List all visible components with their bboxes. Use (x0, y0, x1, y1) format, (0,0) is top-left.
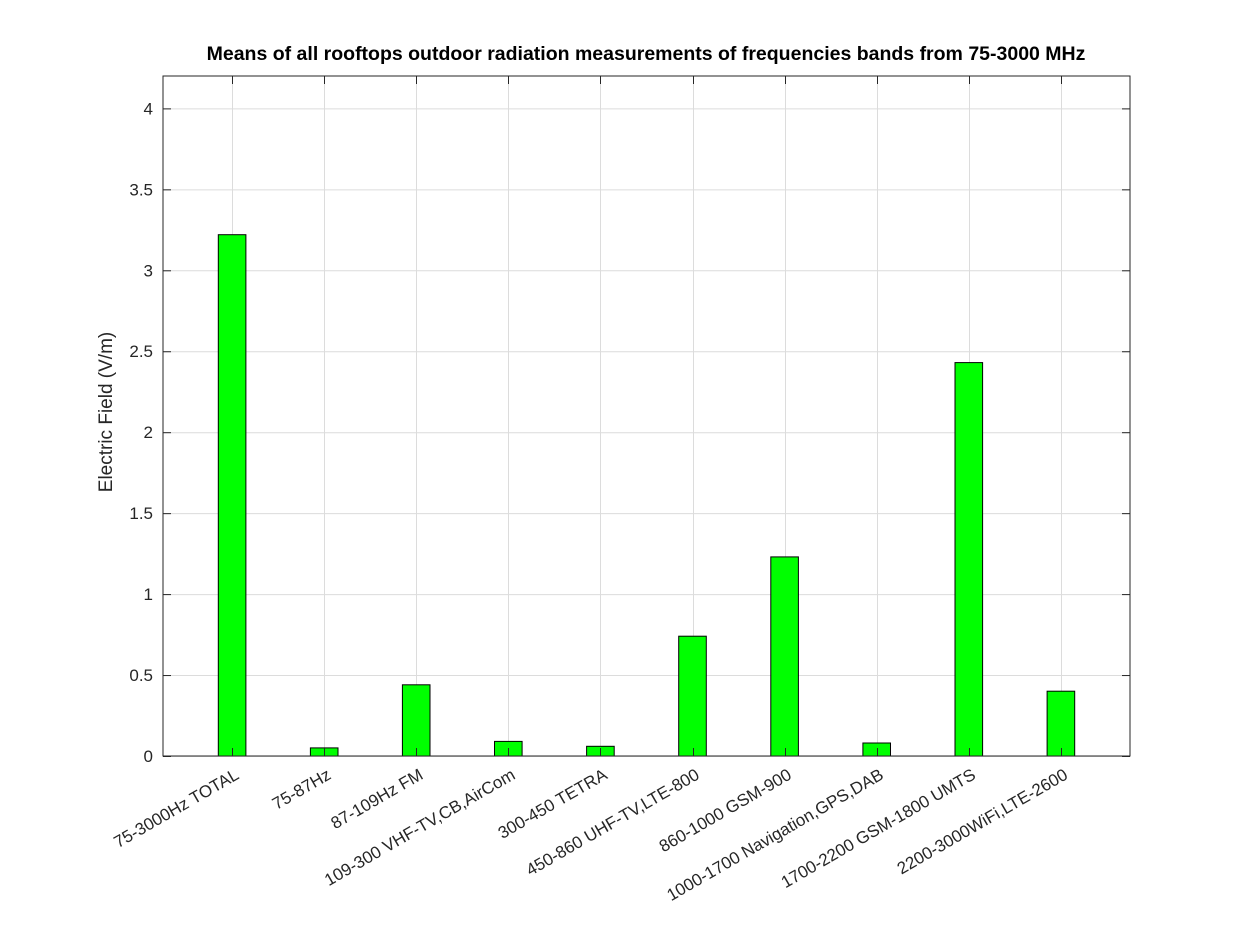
y-tick-label: 3.5 (129, 180, 153, 199)
axes-box (162, 75, 1131, 757)
tick-marks (163, 76, 1130, 757)
x-tick-label: 75-87Hz (269, 765, 334, 814)
grid-lines (163, 76, 1130, 757)
y-tick-label: 2.5 (129, 342, 153, 361)
bar (217, 234, 247, 757)
y-tick-label: 0.5 (129, 666, 153, 685)
y-tick-label: 2 (144, 423, 153, 442)
y-tick-label: 0 (144, 747, 153, 766)
x-tick-label: 2200-3000WiFi,LTE-2600 (894, 765, 1071, 878)
bar (401, 684, 431, 757)
bar (862, 742, 892, 757)
y-tick-label: 1.5 (129, 504, 153, 523)
chart-title: Means of all rooftops outdoor radiation … (207, 43, 1086, 65)
y-tick-label: 1 (144, 585, 153, 604)
y-tick-labels: 0 0.5 1 1.5 2 2.5 3 3.5 4 (129, 99, 153, 766)
bars (217, 234, 1076, 757)
bar (770, 556, 799, 757)
y-axis-label: Electric Field (V/m) (96, 332, 117, 492)
bar (954, 362, 984, 757)
x-tick-label: 450-860 UHF-TV,LTE-800 (523, 765, 703, 880)
bar (678, 635, 707, 757)
x-tick-label: 75-3000Hz TOTAL (111, 765, 242, 852)
y-tick-label: 4 (144, 99, 153, 118)
y-tick-label: 3 (144, 261, 153, 280)
bar (1046, 690, 1076, 757)
